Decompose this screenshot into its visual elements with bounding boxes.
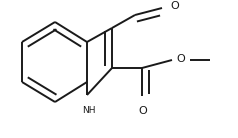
Text: O: O [176, 54, 185, 64]
Text: NH: NH [82, 106, 96, 115]
Text: O: O [139, 106, 147, 116]
Text: O: O [170, 1, 179, 11]
